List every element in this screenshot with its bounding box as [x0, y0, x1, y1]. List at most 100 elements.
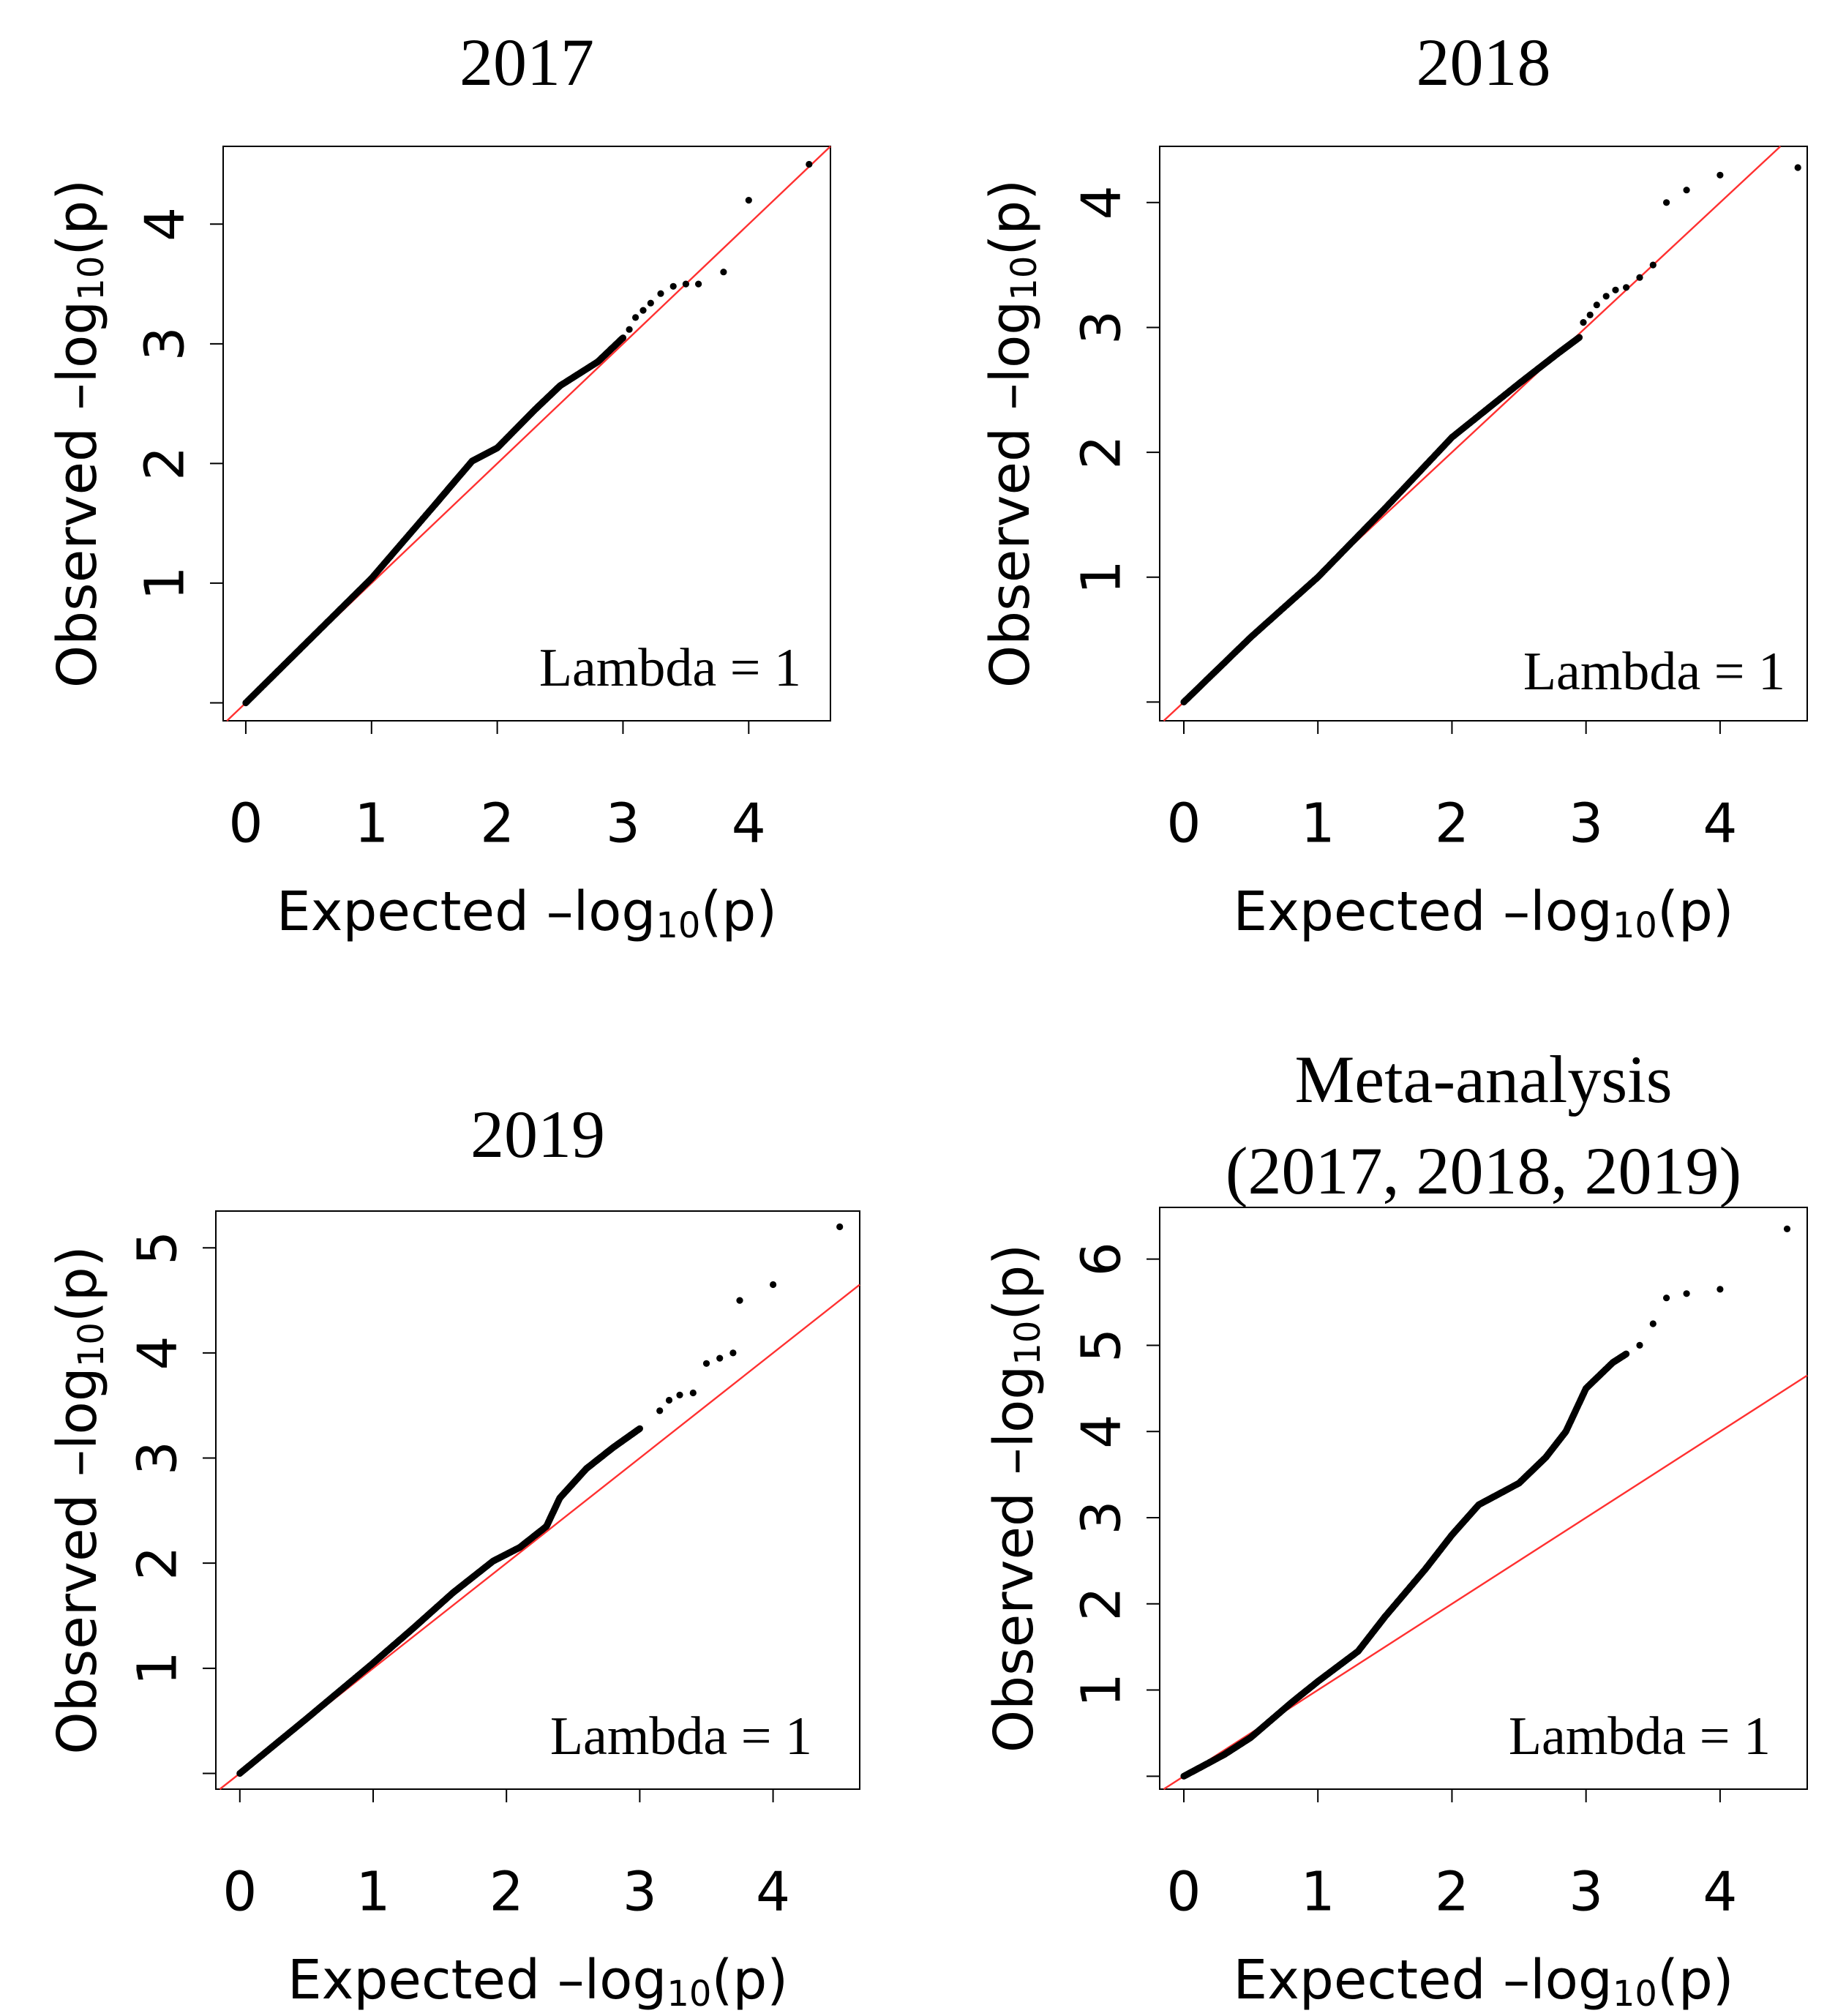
y-tick-label-1: 1 — [1070, 560, 1133, 594]
x-tick-label-2: 2 — [480, 792, 514, 855]
y-tick-label-6: 6 — [1070, 1242, 1133, 1276]
data-points — [1180, 1225, 1791, 1780]
data-point-tail — [1593, 301, 1600, 309]
y-tick-label-4: 4 — [1070, 185, 1133, 220]
data-point-tail — [1586, 311, 1594, 318]
plot-frame — [215, 1210, 860, 1790]
y-axis-label-subscript: 10 — [1004, 256, 1045, 301]
y-axis-label-suffix: (p) — [46, 179, 109, 256]
y-axis-label: Observed –log10(p) — [979, 179, 1046, 688]
x-tick-label-0: 0 — [1166, 1861, 1201, 1924]
y-tick-label-4: 4 — [1070, 1414, 1133, 1449]
y-tick-label-2: 2 — [1070, 435, 1133, 470]
y-tick-label-2: 2 — [134, 446, 197, 481]
data-point-tail — [770, 1281, 777, 1289]
x-axis-label-text: Expected –log — [277, 880, 656, 943]
x-axis-label-subscript: 10 — [667, 1974, 711, 2015]
x-tick-label-1: 1 — [356, 1861, 390, 1924]
data-point-tail — [702, 1360, 710, 1367]
data-point-tail — [1663, 199, 1670, 206]
y-tick-label-2: 2 — [127, 1546, 190, 1581]
data-point-tail — [1623, 284, 1630, 291]
x-tick-label-2: 2 — [489, 1861, 524, 1924]
data-points — [242, 160, 813, 707]
data-point-tail — [656, 1407, 664, 1414]
x-tick-label-1: 1 — [1301, 1861, 1335, 1924]
data-point — [1575, 334, 1583, 341]
y-tick-label-3: 3 — [1070, 1500, 1133, 1535]
x-axis-label-text: Expected –log — [288, 1949, 667, 2012]
data-point-tail — [1649, 1320, 1656, 1327]
lambda-annotation: Lambda = 1 — [539, 638, 801, 698]
data-point-tail — [669, 282, 677, 290]
x-axis-label: Expected –log10(p) — [288, 1949, 788, 2015]
y-tick-label-4: 4 — [127, 1335, 190, 1370]
y-axis-label-text: Observed –log — [46, 301, 109, 688]
x-axis-label-subscript: 10 — [1613, 1974, 1657, 2015]
data-point-tail — [1580, 319, 1587, 326]
data-point-tail — [676, 1391, 683, 1398]
y-axis-label-text: Observed –log — [979, 301, 1042, 688]
x-axis-label-subscript: 10 — [1613, 905, 1657, 946]
data-point-tail — [626, 326, 633, 333]
y-axis-label-subscript: 10 — [1008, 1321, 1048, 1365]
x-axis-label-text: Expected –log — [1233, 880, 1613, 943]
x-tick-label-2: 2 — [1435, 1861, 1469, 1924]
x-axis-label-text: Expected –log — [1233, 1949, 1613, 2012]
data-point-tail — [657, 290, 664, 297]
data-point — [636, 1425, 644, 1432]
x-axis-label: Expected –log10(p) — [1233, 880, 1733, 947]
x-axis-label: Expected –log10(p) — [1233, 1949, 1733, 2015]
data-point-tail — [1602, 293, 1610, 300]
data-point-tail — [1636, 1341, 1643, 1349]
x-tick-label-0: 0 — [1166, 792, 1201, 855]
data-point-tail — [1663, 1294, 1670, 1302]
y-axis-label: Observed –log10(p) — [983, 1244, 1049, 1753]
qq-panel-4: Meta-analysis (2017, 2018, 2019) 0 1 2 3 4 1 2 3 4… — [983, 1042, 1808, 2015]
x-axis-label-suffix: (p) — [711, 1949, 788, 2012]
data-point — [1623, 1350, 1630, 1357]
data-point-tail — [836, 1223, 844, 1231]
x-tick-label-3: 3 — [1569, 792, 1603, 855]
data-point-tail — [1716, 1286, 1724, 1293]
y-tick-label-5: 5 — [1070, 1328, 1133, 1363]
plot-frame — [222, 146, 831, 722]
x-tick-label-3: 3 — [623, 1861, 657, 1924]
chart-title-1: 2019 — [470, 1097, 605, 1172]
data-points — [236, 1223, 844, 1777]
data-point-tail — [665, 1396, 673, 1404]
x-tick-label-2: 2 — [1435, 792, 1469, 855]
x-tick-label-4: 4 — [756, 1861, 790, 1924]
y-axis-label-suffix: (p) — [46, 1245, 109, 1322]
chart-title-1: 2017 — [459, 25, 594, 100]
y-tick-label-3: 3 — [1070, 310, 1133, 345]
x-tick-label-3: 3 — [1569, 1861, 1603, 1924]
y-axis-label: Observed –log10(p) — [46, 179, 113, 688]
y-tick-label-5: 5 — [127, 1231, 190, 1265]
data-point-tail — [729, 1349, 737, 1357]
y-axis-label-text: Observed –log — [46, 1367, 109, 1754]
data-point-tail — [682, 280, 690, 288]
y-tick-label-3: 3 — [127, 1441, 190, 1475]
data-point-tail — [689, 1389, 697, 1397]
data-point-tail — [1716, 171, 1724, 179]
x-axis-label-suffix: (p) — [1657, 1949, 1734, 2012]
x-axis-label-suffix: (p) — [1657, 880, 1734, 943]
lambda-annotation: Lambda = 1 — [550, 1706, 812, 1766]
y-tick-label-1: 1 — [134, 566, 197, 600]
data-point-tail — [1794, 164, 1801, 171]
chart-title-2: (2017, 2018, 2019) — [1226, 1133, 1741, 1208]
data-point-tail — [1649, 261, 1656, 269]
y-axis-label-subscript: 10 — [71, 1322, 112, 1367]
lambda-annotation: Lambda = 1 — [1509, 1706, 1771, 1766]
y-tick-label-1: 1 — [127, 1651, 190, 1685]
y-tick-label-2: 2 — [1070, 1586, 1133, 1621]
y-axis-label-suffix: (p) — [979, 179, 1042, 256]
data-point-tail — [1612, 286, 1619, 293]
x-tick-label-0: 0 — [222, 1861, 257, 1924]
data-point-tail — [720, 269, 727, 276]
x-axis-label-subscript: 10 — [656, 905, 700, 946]
y-axis-label-text: Observed –log — [983, 1365, 1046, 1753]
